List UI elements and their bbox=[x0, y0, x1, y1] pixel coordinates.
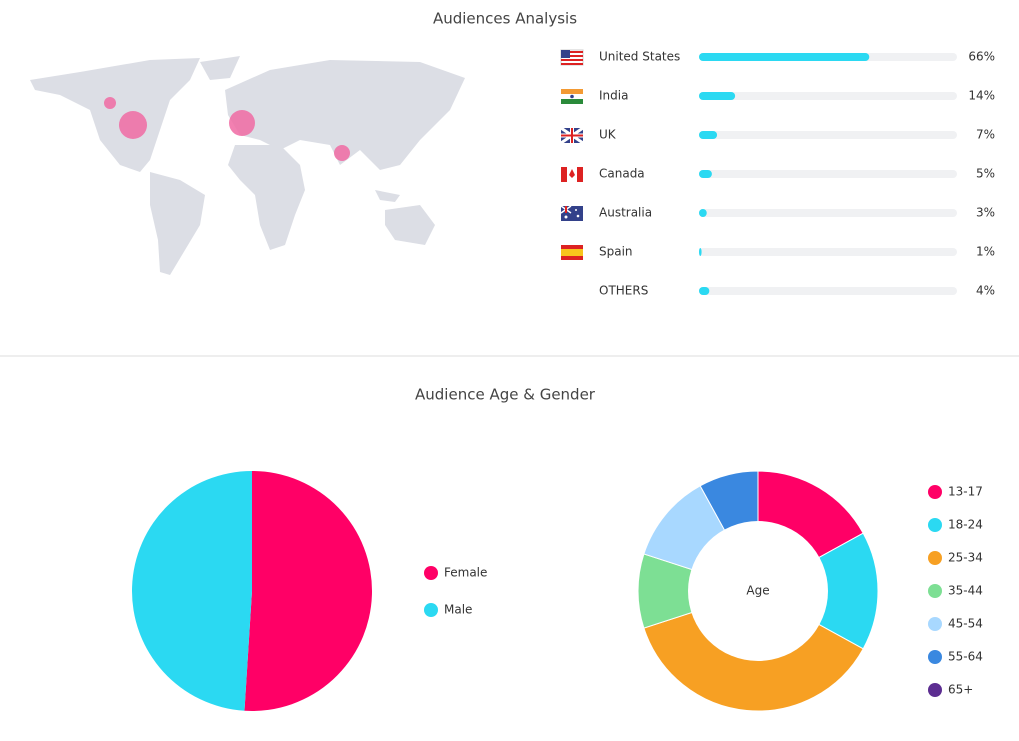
bar bbox=[699, 53, 870, 61]
world-map bbox=[30, 56, 465, 275]
flags bbox=[560, 49, 584, 260]
bar-track bbox=[699, 131, 957, 139]
flag-australia bbox=[560, 205, 583, 221]
legend-swatch bbox=[928, 650, 942, 664]
country-label: Spain bbox=[599, 245, 633, 259]
bar-track bbox=[699, 92, 957, 100]
bar bbox=[699, 131, 718, 139]
donut-hole bbox=[688, 521, 828, 661]
bar bbox=[699, 248, 702, 256]
country-label: United States bbox=[599, 50, 680, 64]
pie-slice bbox=[244, 471, 372, 711]
flag-canada bbox=[561, 167, 583, 182]
bubble bbox=[119, 111, 147, 139]
section-title: Audiences Analysis bbox=[433, 10, 577, 28]
bar bbox=[699, 92, 736, 100]
legend-label: Male bbox=[444, 603, 472, 617]
map-bubbles bbox=[104, 97, 350, 161]
bar bbox=[699, 287, 710, 295]
pie-slice bbox=[131, 471, 252, 711]
legend-label: 55-64 bbox=[948, 650, 983, 664]
bar bbox=[699, 209, 707, 217]
legend-label: 18-24 bbox=[948, 518, 983, 532]
value-label: 1% bbox=[976, 245, 995, 259]
bar-track bbox=[699, 248, 957, 256]
bar bbox=[699, 170, 712, 178]
legend-swatch bbox=[424, 603, 438, 617]
value-label: 66% bbox=[968, 50, 995, 64]
bubble bbox=[229, 110, 255, 136]
country-label: India bbox=[599, 89, 628, 103]
bubble bbox=[334, 145, 350, 161]
legend-label: 45-54 bbox=[948, 617, 983, 631]
bar-track bbox=[699, 287, 957, 295]
value-label: 4% bbox=[976, 284, 995, 298]
legend-label: 65+ bbox=[948, 683, 973, 697]
flag-us bbox=[560, 49, 584, 66]
value-label: 7% bbox=[976, 128, 995, 142]
country-label: UK bbox=[599, 128, 617, 142]
donut-center-label: Age bbox=[746, 584, 769, 598]
legend-swatch bbox=[928, 518, 942, 532]
bar-track bbox=[699, 170, 957, 178]
legend-swatch bbox=[928, 683, 942, 697]
legend-label: Female bbox=[444, 566, 487, 580]
flag-india bbox=[561, 89, 583, 104]
value-label: 5% bbox=[976, 167, 995, 181]
country-label: Australia bbox=[599, 206, 652, 220]
value-label: 14% bbox=[968, 89, 995, 103]
country-label: Canada bbox=[599, 167, 645, 181]
legend-label: 25-34 bbox=[948, 551, 983, 565]
section-title: Audience Age & Gender bbox=[415, 386, 596, 404]
flag-uk bbox=[560, 126, 584, 145]
country-label: OTHERS bbox=[599, 284, 648, 298]
legend-swatch bbox=[928, 485, 942, 499]
legend-swatch bbox=[424, 566, 438, 580]
legend-label: 13-17 bbox=[948, 485, 983, 499]
legend-swatch bbox=[928, 617, 942, 631]
legend-swatch bbox=[928, 584, 942, 598]
bar-track bbox=[699, 209, 957, 217]
bubble bbox=[104, 97, 116, 109]
value-label: 3% bbox=[976, 206, 995, 220]
legend-swatch bbox=[928, 551, 942, 565]
legend-label: 35-44 bbox=[948, 584, 983, 598]
flag-spain bbox=[561, 245, 583, 260]
